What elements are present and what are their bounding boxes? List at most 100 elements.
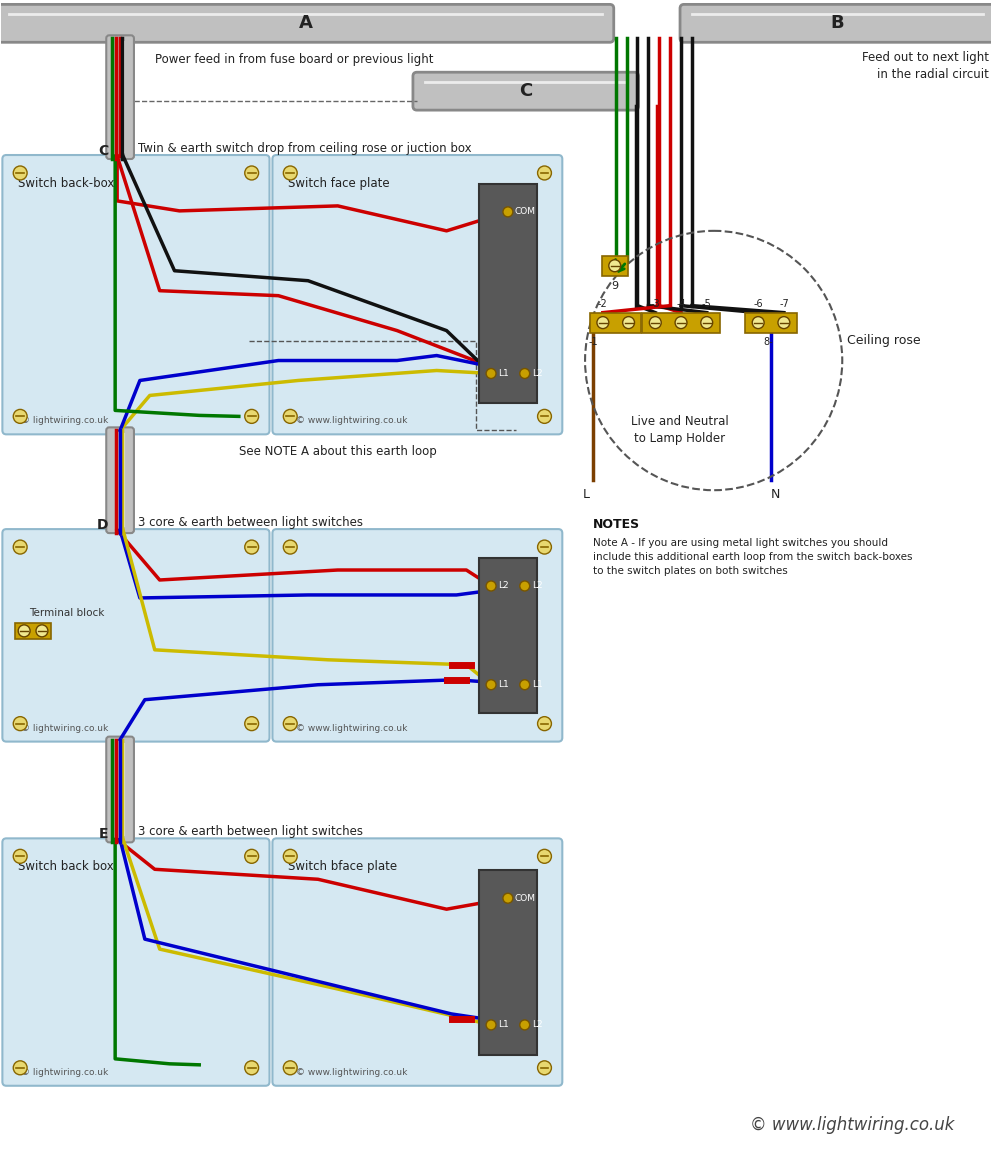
Text: © lightwiring.co.uk: © lightwiring.co.uk <box>21 1068 108 1077</box>
FancyBboxPatch shape <box>2 839 269 1086</box>
Text: L: L <box>583 488 590 501</box>
FancyBboxPatch shape <box>272 529 562 742</box>
Circle shape <box>36 624 48 637</box>
Text: L1: L1 <box>498 1021 509 1030</box>
Text: -7: -7 <box>779 298 789 309</box>
Text: Switch bface plate: Switch bface plate <box>288 861 397 873</box>
Text: Switch face plate: Switch face plate <box>288 177 390 190</box>
Circle shape <box>520 369 530 379</box>
FancyBboxPatch shape <box>106 427 134 533</box>
Text: COM: COM <box>515 207 536 217</box>
Text: -2: -2 <box>598 298 608 309</box>
Text: B: B <box>831 14 844 32</box>
Circle shape <box>538 540 551 554</box>
Circle shape <box>18 624 30 637</box>
Circle shape <box>486 1020 496 1030</box>
FancyBboxPatch shape <box>745 312 797 333</box>
Text: -1: -1 <box>588 336 598 347</box>
Circle shape <box>609 259 621 272</box>
Circle shape <box>623 317 635 328</box>
Text: 3 core & earth between light switches: 3 core & earth between light switches <box>138 825 363 838</box>
Circle shape <box>520 1020 530 1030</box>
Text: © www.lightwiring.co.uk: © www.lightwiring.co.uk <box>296 723 408 733</box>
Text: C: C <box>98 144 108 158</box>
Circle shape <box>538 717 551 730</box>
Circle shape <box>245 540 259 554</box>
Text: L2: L2 <box>532 1021 542 1030</box>
Circle shape <box>283 717 297 730</box>
Circle shape <box>245 409 259 424</box>
FancyBboxPatch shape <box>272 156 562 434</box>
Text: Terminal block: Terminal block <box>29 608 104 617</box>
Text: L2: L2 <box>532 582 542 591</box>
FancyBboxPatch shape <box>0 5 614 43</box>
Circle shape <box>13 1061 27 1075</box>
Circle shape <box>520 581 530 591</box>
FancyBboxPatch shape <box>680 5 995 43</box>
Circle shape <box>649 317 661 328</box>
Circle shape <box>520 680 530 690</box>
Text: Ceiling rose: Ceiling rose <box>847 334 921 347</box>
FancyBboxPatch shape <box>106 736 134 842</box>
Text: A: A <box>299 14 313 32</box>
Text: -5: -5 <box>702 298 712 309</box>
Text: © lightwiring.co.uk: © lightwiring.co.uk <box>21 416 108 425</box>
Text: © www.lightwiring.co.uk: © www.lightwiring.co.uk <box>296 1068 408 1077</box>
Text: 8-: 8- <box>763 336 773 347</box>
Circle shape <box>538 409 551 424</box>
Circle shape <box>486 680 496 690</box>
Text: -3: -3 <box>650 298 660 309</box>
Circle shape <box>283 409 297 424</box>
Circle shape <box>597 317 609 328</box>
Circle shape <box>13 540 27 554</box>
Circle shape <box>486 369 496 379</box>
FancyBboxPatch shape <box>2 156 269 434</box>
Text: L2: L2 <box>532 369 542 378</box>
Text: © lightwiring.co.uk: © lightwiring.co.uk <box>21 723 108 733</box>
FancyBboxPatch shape <box>15 623 51 639</box>
Text: Live and Neutral
to Lamp Holder: Live and Neutral to Lamp Holder <box>631 416 729 446</box>
Circle shape <box>13 849 27 863</box>
FancyBboxPatch shape <box>2 529 269 742</box>
Circle shape <box>245 717 259 730</box>
Circle shape <box>13 166 27 180</box>
Text: 3 core & earth between light switches: 3 core & earth between light switches <box>138 516 363 529</box>
Text: L2: L2 <box>498 582 509 591</box>
Text: Power feed in from fuse board or previous light: Power feed in from fuse board or previou… <box>155 53 433 67</box>
Circle shape <box>283 166 297 180</box>
Text: L1: L1 <box>498 369 509 378</box>
Circle shape <box>538 1061 551 1075</box>
FancyBboxPatch shape <box>479 184 537 403</box>
Circle shape <box>486 581 496 591</box>
FancyBboxPatch shape <box>642 312 720 333</box>
Circle shape <box>13 717 27 730</box>
Text: L1: L1 <box>532 680 542 689</box>
Circle shape <box>245 166 259 180</box>
Circle shape <box>245 1061 259 1075</box>
Text: -4: -4 <box>676 298 686 309</box>
Text: Feed out to next light
in the radial circuit: Feed out to next light in the radial cir… <box>862 52 989 82</box>
FancyBboxPatch shape <box>590 312 641 333</box>
Circle shape <box>283 849 297 863</box>
Text: Note A - If you are using metal light switches you should
include this additiona: Note A - If you are using metal light sw… <box>593 538 912 576</box>
FancyBboxPatch shape <box>413 73 638 111</box>
Text: L1: L1 <box>498 680 509 689</box>
Text: NOTES: NOTES <box>593 518 640 531</box>
Circle shape <box>538 166 551 180</box>
Circle shape <box>283 540 297 554</box>
Text: COM: COM <box>515 894 536 903</box>
Text: C: C <box>519 82 532 100</box>
Circle shape <box>538 849 551 863</box>
Text: Twin & earth switch drop from ceiling rose or juction box: Twin & earth switch drop from ceiling ro… <box>138 142 472 154</box>
FancyBboxPatch shape <box>272 839 562 1086</box>
Text: E: E <box>99 827 108 841</box>
FancyBboxPatch shape <box>602 256 628 275</box>
Circle shape <box>752 317 764 328</box>
Text: Switch back box: Switch back box <box>18 861 114 873</box>
Circle shape <box>675 317 687 328</box>
Text: © www.lightwiring.co.uk: © www.lightwiring.co.uk <box>750 1115 954 1134</box>
Text: N: N <box>770 488 780 501</box>
Circle shape <box>503 207 513 217</box>
Text: 9: 9 <box>611 281 618 290</box>
Circle shape <box>13 409 27 424</box>
